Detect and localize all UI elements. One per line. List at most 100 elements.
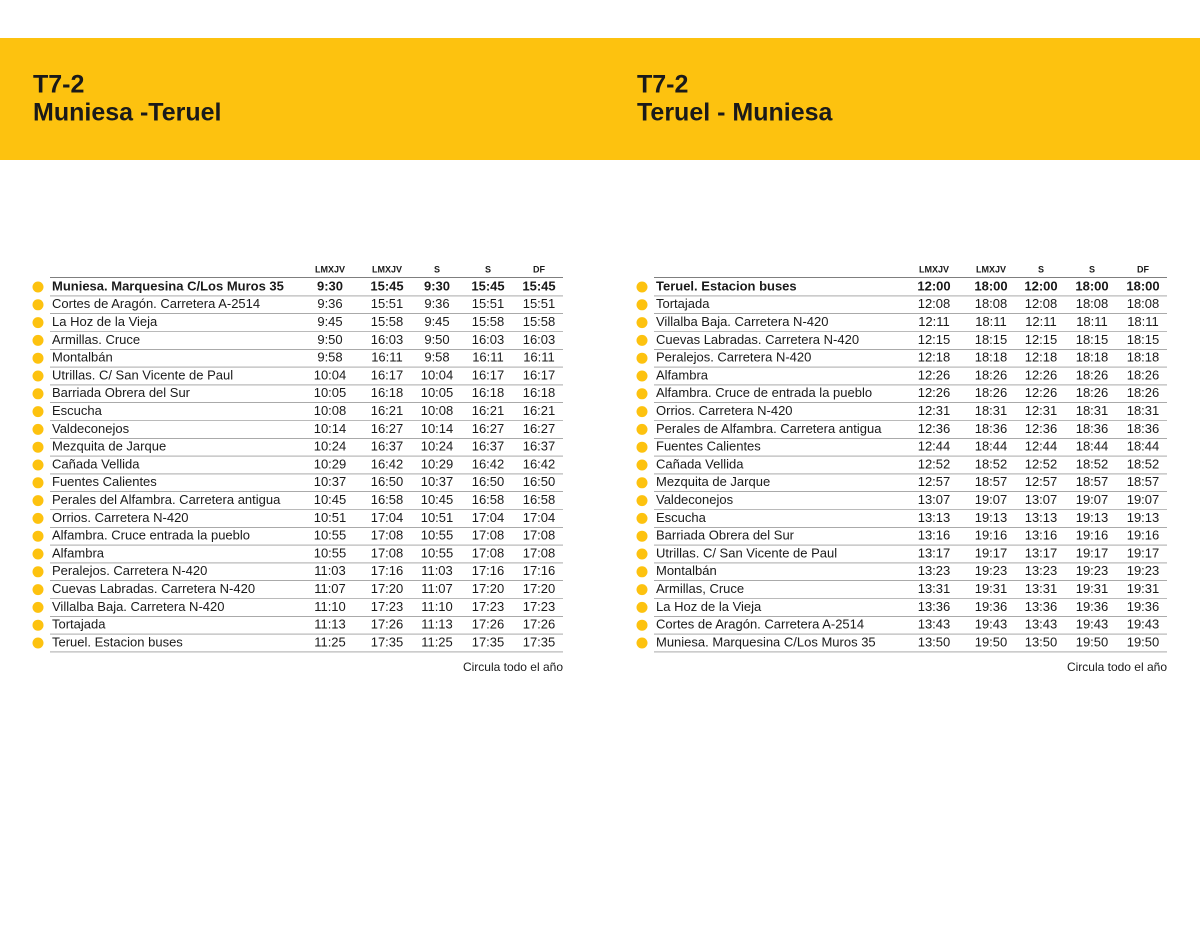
stop-name: Tortajada — [52, 617, 106, 632]
departure-time: 18:26 — [1127, 385, 1160, 400]
stop-name: Fuentes Calientes — [656, 439, 761, 454]
departure-time: 17:23 — [371, 599, 404, 614]
departure-time: 10:08 — [314, 403, 347, 418]
departure-time: 18:11 — [975, 314, 1007, 329]
departure-time: 12:26 — [918, 367, 951, 382]
stop-dot — [636, 619, 648, 631]
stop-name: Barriada Obrera del Sur — [52, 385, 191, 400]
departure-time: 13:17 — [1025, 545, 1058, 560]
departure-time: 18:26 — [1076, 385, 1109, 400]
departure-time: 12:36 — [1025, 421, 1058, 436]
departure-time: 11:07 — [314, 581, 346, 596]
departure-time: 13:17 — [918, 545, 951, 560]
departure-time: 17:04 — [371, 510, 404, 525]
departure-time: 12:15 — [918, 332, 951, 347]
departure-time: 18:44 — [975, 439, 1008, 454]
departure-time: 12:00 — [1024, 278, 1057, 293]
departure-time: 18:00 — [974, 278, 1007, 293]
departure-time: 9:36 — [317, 296, 342, 311]
departure-time: 15:58 — [523, 314, 556, 329]
departure-time: 16:37 — [523, 439, 556, 454]
stop-dot — [32, 281, 44, 293]
departure-time: 10:24 — [314, 439, 347, 454]
departure-time: 17:08 — [523, 528, 556, 543]
departure-time: 11:25 — [421, 634, 453, 649]
departure-time: 16:18 — [371, 385, 404, 400]
departure-time: 18:31 — [1127, 403, 1160, 418]
departure-time: 19:43 — [975, 617, 1008, 632]
column-header: LMXJV — [372, 264, 402, 274]
departure-time: 17:16 — [523, 563, 556, 578]
stop-name: Teruel. Estacion buses — [656, 278, 797, 293]
stop-dot — [636, 495, 648, 507]
departure-time: 19:31 — [1127, 581, 1160, 596]
stop-name: Tortajada — [656, 296, 710, 311]
stop-dot — [32, 388, 44, 400]
stop-name: Mezquita de Jarque — [52, 439, 166, 454]
stop-name: Utrillas. C/ San Vicente de Paul — [52, 367, 233, 382]
departure-time: 16:50 — [472, 474, 505, 489]
departure-time: 10:37 — [421, 474, 454, 489]
departure-time: 18:31 — [975, 403, 1008, 418]
departure-time: 16:17 — [472, 367, 505, 382]
departure-time: 12:00 — [917, 278, 950, 293]
stop-dot — [636, 370, 648, 382]
stop-dot — [32, 406, 44, 418]
departure-time: 18:11 — [1127, 314, 1159, 329]
departure-time: 12:31 — [918, 403, 951, 418]
departure-time: 10:51 — [314, 510, 347, 525]
column-header: S — [1089, 264, 1095, 274]
departure-time: 10:04 — [421, 367, 454, 382]
departure-time: 12:18 — [1025, 350, 1058, 365]
departure-time: 13:13 — [1025, 510, 1058, 525]
departure-time: 16:21 — [523, 403, 556, 418]
stop-dot — [636, 459, 648, 471]
stop-dot — [32, 334, 44, 346]
departure-time: 13:07 — [1025, 492, 1058, 507]
departure-time: 9:50 — [424, 332, 449, 347]
stop-name: Cañada Vellida — [52, 456, 140, 471]
departure-time: 17:35 — [472, 634, 505, 649]
departure-time: 11:13 — [421, 617, 453, 632]
stop-dot — [636, 601, 648, 613]
departure-time: 12:44 — [918, 439, 951, 454]
departure-time: 16:58 — [523, 492, 556, 507]
departure-time: 18:57 — [1127, 474, 1160, 489]
departure-time: 17:20 — [523, 581, 556, 596]
stop-dot — [636, 281, 648, 293]
departure-time: 15:51 — [523, 296, 556, 311]
departure-time: 19:50 — [1127, 634, 1160, 649]
departure-time: 16:17 — [523, 367, 556, 382]
stop-dot — [32, 584, 44, 596]
stop-name: Armillas. Cruce — [52, 332, 140, 347]
departure-time: 12:31 — [1025, 403, 1058, 418]
stop-dot — [32, 601, 44, 613]
departure-time: 12:11 — [1025, 314, 1057, 329]
stop-dot — [32, 512, 44, 524]
service-note: Circula todo el año — [1067, 660, 1167, 674]
departure-time: 10:55 — [421, 545, 454, 560]
departure-time: 18:00 — [1126, 278, 1159, 293]
stop-dot — [32, 317, 44, 329]
stop-name: Utrillas. C/ San Vicente de Paul — [656, 545, 837, 560]
departure-time: 19:50 — [1076, 634, 1109, 649]
column-header: LMXJV — [919, 264, 949, 274]
stop-dot — [636, 441, 648, 453]
column-header: S — [1038, 264, 1044, 274]
departure-time: 11:25 — [314, 634, 346, 649]
departure-time: 19:31 — [975, 581, 1008, 596]
departure-time: 19:31 — [1076, 581, 1109, 596]
departure-time: 16:03 — [523, 332, 556, 347]
departure-time: 18:52 — [975, 456, 1008, 471]
departure-time: 13:23 — [918, 563, 951, 578]
departure-time: 10:29 — [421, 456, 454, 471]
departure-time: 16:42 — [371, 456, 404, 471]
departure-time: 12:26 — [1025, 385, 1058, 400]
stop-name: Alfambra. Cruce entrada la pueblo — [52, 528, 250, 543]
departure-time: 16:03 — [371, 332, 404, 347]
stop-name: Perales de Alfambra. Carretera antigua — [656, 421, 882, 436]
departure-time: 16:11 — [472, 350, 504, 365]
departure-time: 19:16 — [975, 528, 1008, 543]
stop-dot — [636, 317, 648, 329]
